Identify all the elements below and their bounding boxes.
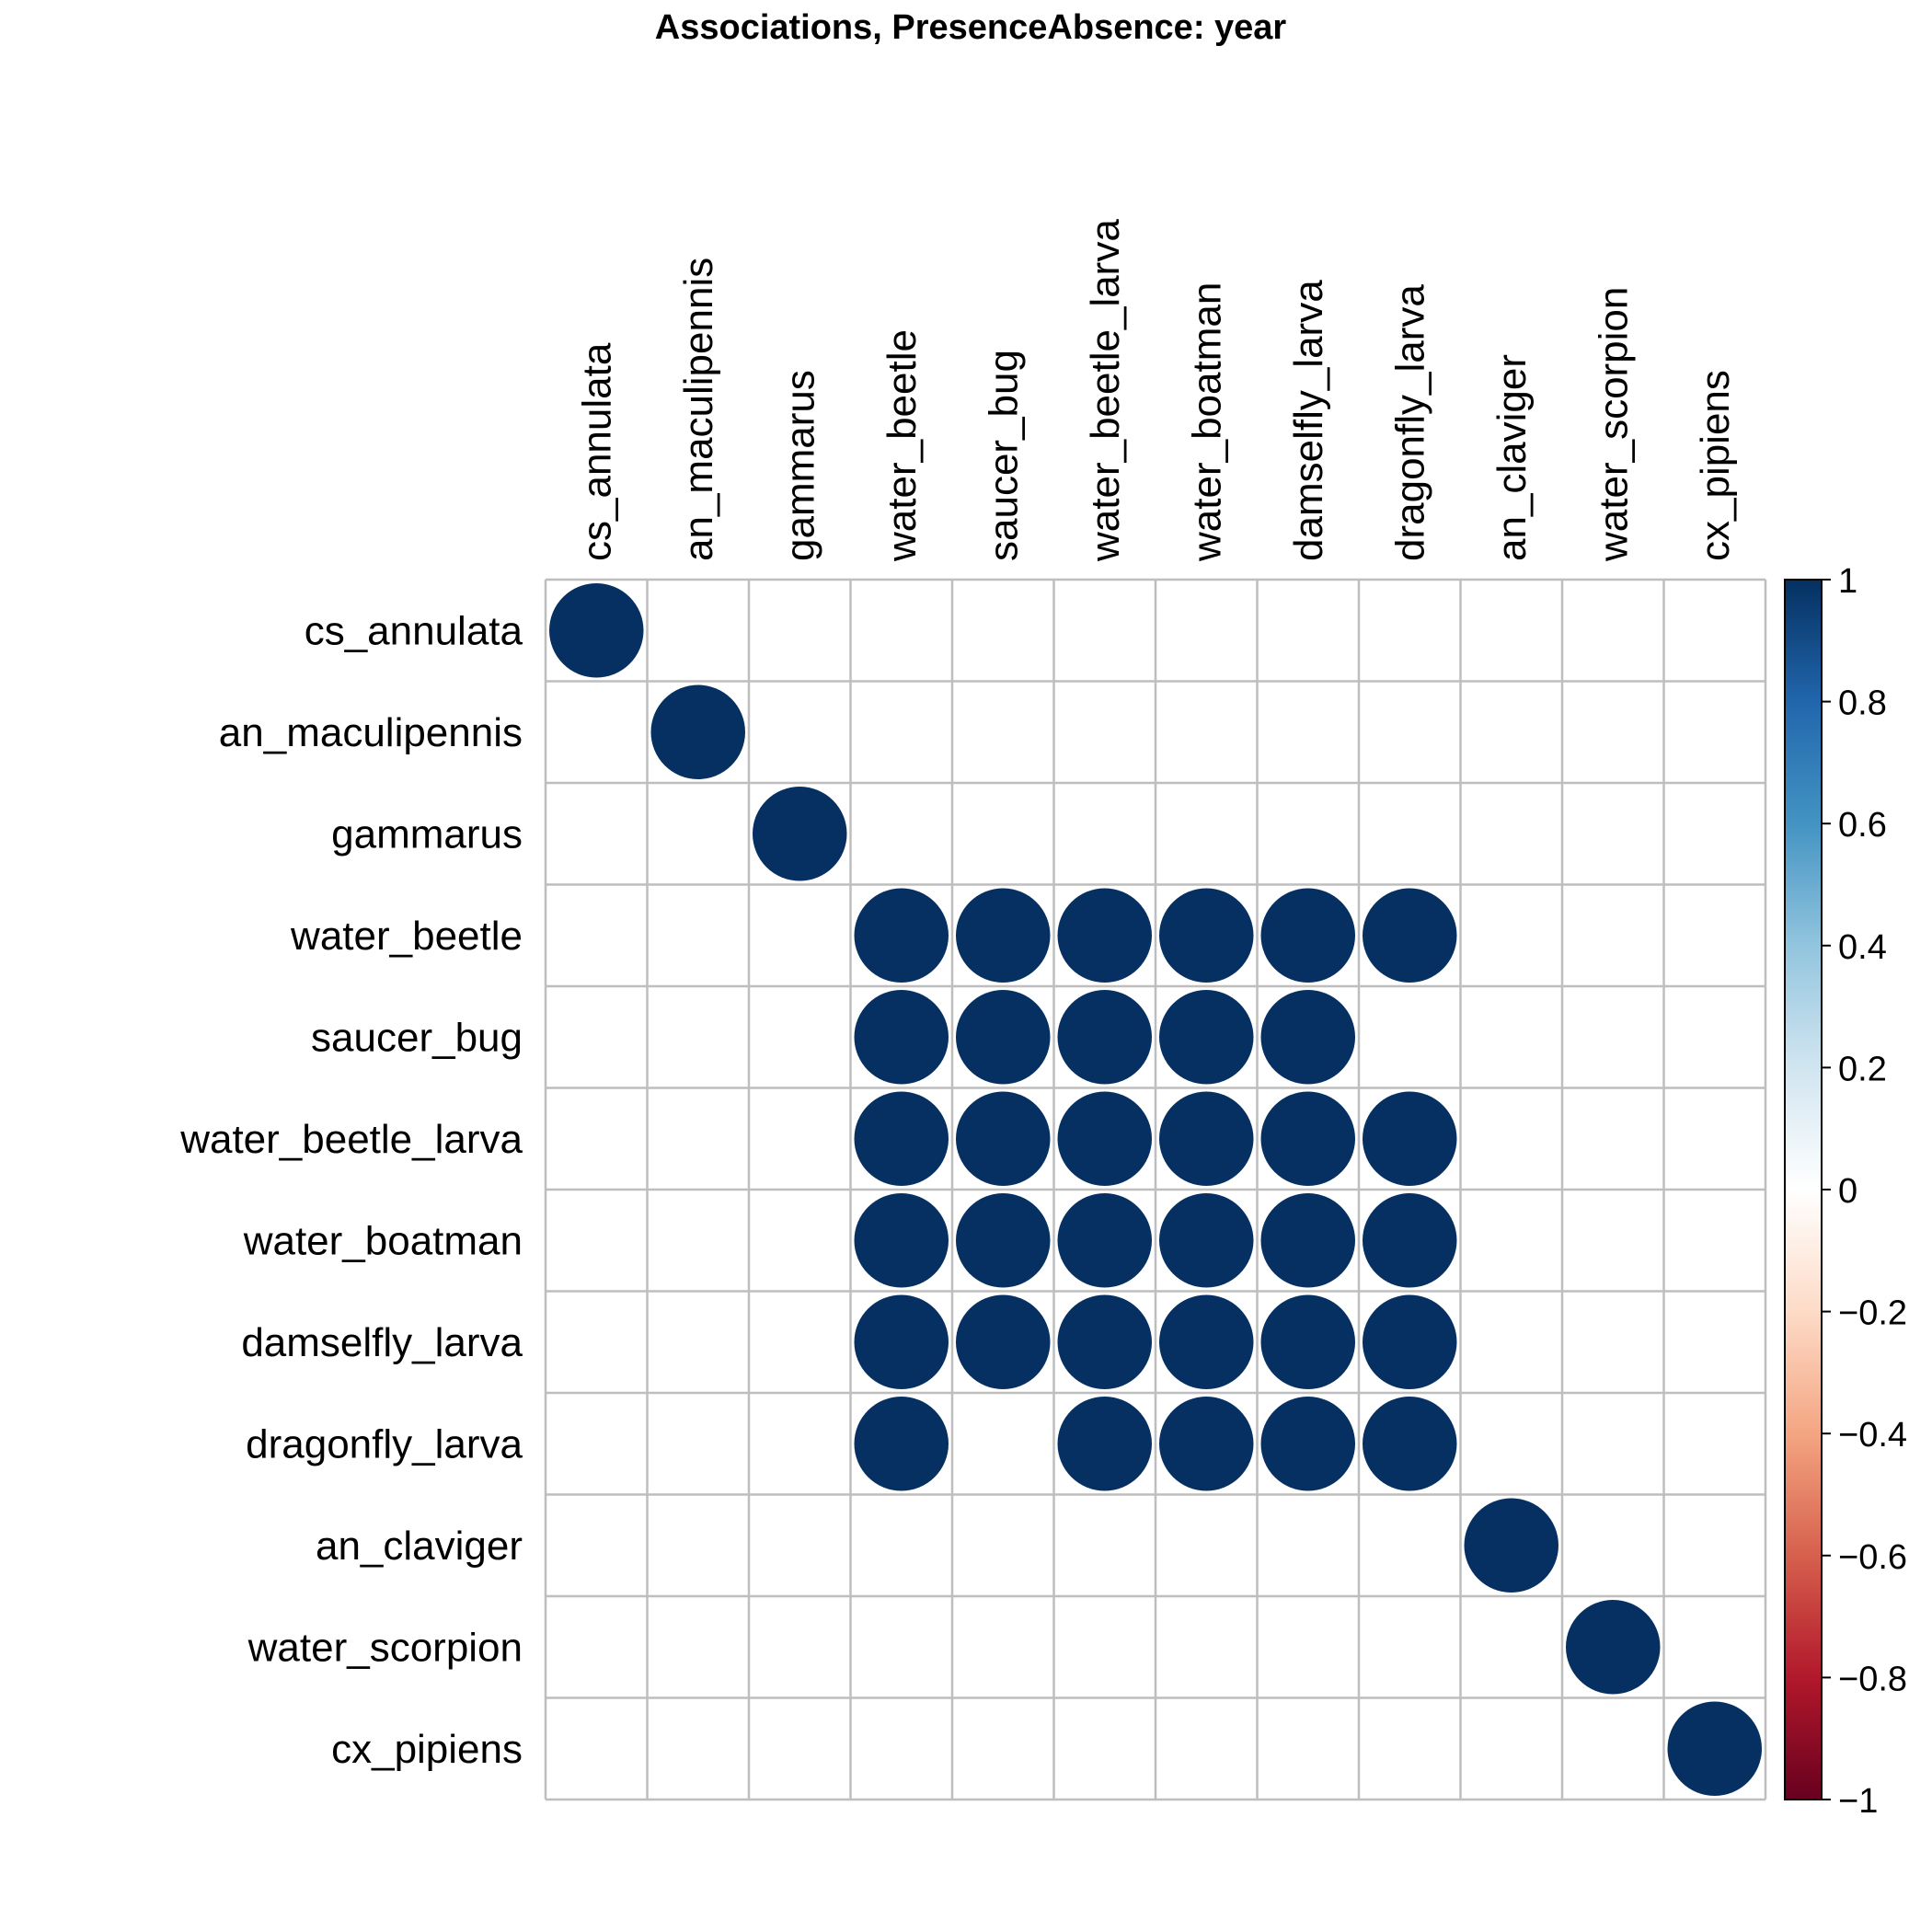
- correlation-circle: [854, 1091, 949, 1186]
- correlation-circle: [956, 990, 1051, 1085]
- row-labels: cs_annulata an_maculipennis gammarus water_…: [179, 608, 523, 1772]
- column-label: gammarus: [777, 370, 822, 561]
- correlation-circle: [1363, 1294, 1457, 1389]
- row-label: water_beetle: [290, 914, 523, 959]
- row-label: an_claviger: [316, 1524, 523, 1569]
- row-label: dragonfly_larva: [246, 1421, 523, 1466]
- column-label: cx_pipiens: [1693, 370, 1738, 561]
- column-label: water_beetle: [880, 329, 925, 562]
- correlation-circle: [1363, 1397, 1457, 1491]
- correlation-circle: [1057, 990, 1152, 1085]
- row-label: damselfly_larva: [241, 1320, 523, 1365]
- colorbar-gradient: [1784, 579, 1823, 1800]
- colorbar-tick-label: 1: [1838, 562, 1857, 601]
- column-labels: cs_annulata an_maculipennis gammarus water_…: [574, 219, 1738, 562]
- column-label: saucer_bug: [981, 350, 1026, 561]
- correlation-circle: [1159, 1091, 1254, 1186]
- correlation-circle: [956, 1193, 1051, 1288]
- correlation-circle: [1159, 888, 1254, 983]
- correlation-circle: [1363, 1193, 1457, 1288]
- row-label: water_beetle_larva: [179, 1117, 523, 1162]
- correlation-circle: [1057, 1193, 1152, 1288]
- correlation-circle: [1667, 1701, 1762, 1796]
- correlation-circle: [1260, 1294, 1355, 1389]
- colorbar-tick-label: −0.4: [1838, 1416, 1907, 1455]
- column-label: water_scorpion: [1591, 287, 1636, 562]
- correlation-circle: [956, 888, 1051, 983]
- correlation-circle: [854, 1193, 949, 1288]
- correlation-circle: [1260, 888, 1355, 983]
- colorbar-tick-label: −0.8: [1838, 1660, 1907, 1698]
- correlation-circle: [753, 787, 847, 881]
- column-label: water_beetle_larva: [1083, 219, 1128, 562]
- column-label: an_claviger: [1489, 354, 1535, 561]
- correlation-circle: [1260, 1193, 1355, 1288]
- colorbar-tick-label: −1: [1838, 1782, 1878, 1821]
- correlation-circle: [1363, 1091, 1457, 1186]
- correlation-circle: [1260, 990, 1355, 1085]
- row-label: saucer_bug: [311, 1015, 523, 1060]
- correlation-circle: [956, 1091, 1051, 1186]
- correlation-circle: [1159, 1193, 1254, 1288]
- correlation-circle: [650, 684, 745, 779]
- correlation-circle: [854, 1294, 949, 1389]
- column-label: an_maculipennis: [676, 258, 721, 561]
- correlation-circle: [956, 1294, 1051, 1389]
- column-label: cs_annulata: [574, 342, 619, 561]
- correlation-circle: [1057, 1294, 1152, 1389]
- row-label: gammarus: [331, 811, 523, 857]
- correlation-circle: [1464, 1498, 1558, 1593]
- colorbar-tick-label: −0.2: [1838, 1294, 1907, 1333]
- correlation-circle: [549, 583, 644, 678]
- chart-title: Associations, PresenceAbsence: year: [655, 8, 1287, 47]
- correlation-circle: [1159, 1397, 1254, 1491]
- row-label: cs_annulata: [305, 608, 523, 653]
- column-label: water_boatman: [1184, 282, 1229, 562]
- correlation-circle: [854, 990, 949, 1085]
- row-label: water_scorpion: [247, 1625, 523, 1670]
- colorbar-tick-label: 0.8: [1838, 684, 1887, 723]
- correlation-circle: [1260, 1091, 1355, 1186]
- correlation-circle: [854, 1397, 949, 1491]
- correlation-circle: [1057, 1091, 1152, 1186]
- row-label: an_maculipennis: [219, 710, 523, 755]
- colorbar: 1 0.8 0.6 0.4 0.2 0 −0.2 −0.4 −0.6 −0.8 −1: [1784, 562, 1907, 1821]
- correlation-circle: [1260, 1397, 1355, 1491]
- colorbar-tick-label: −0.6: [1838, 1538, 1907, 1577]
- colorbar-tick-label: 0.6: [1838, 806, 1887, 845]
- correlation-circle: [1057, 888, 1152, 983]
- correlation-circle: [1566, 1600, 1661, 1695]
- colorbar-tick-label: 0: [1838, 1172, 1857, 1211]
- correlation-circle: [1159, 1294, 1254, 1389]
- correlation-circle: [1363, 888, 1457, 983]
- column-label: dragonfly_larva: [1387, 284, 1432, 561]
- circle-marks: [549, 583, 1762, 1796]
- correlation-circle: [1159, 990, 1254, 1085]
- correlation-circle: [854, 888, 949, 983]
- correlation-circle: [1057, 1397, 1152, 1491]
- row-label: cx_pipiens: [331, 1727, 523, 1772]
- colorbar-tick-label: 0.2: [1838, 1050, 1887, 1088]
- column-label: damselfly_larva: [1286, 280, 1331, 561]
- colorbar-tick-label: 0.4: [1838, 928, 1887, 967]
- grid: [544, 578, 1767, 1801]
- row-label: water_boatman: [243, 1218, 523, 1263]
